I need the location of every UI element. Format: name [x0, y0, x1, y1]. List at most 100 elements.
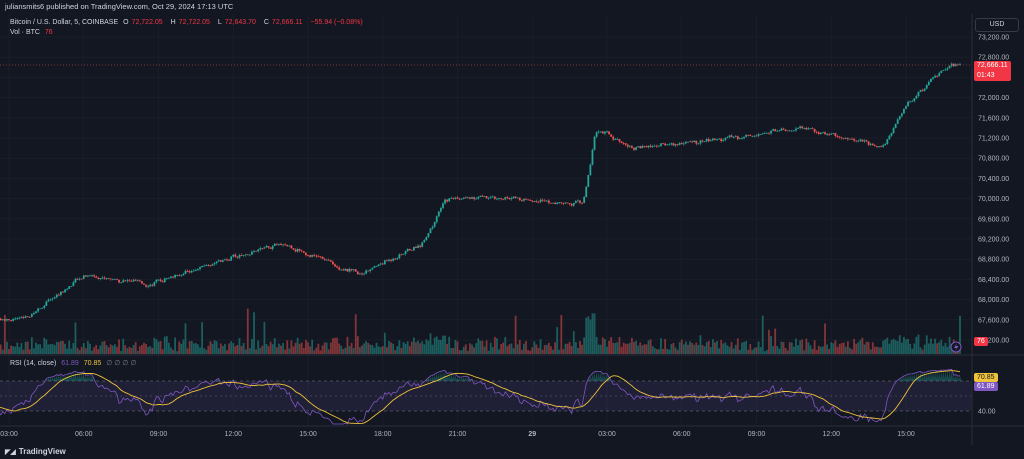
candle-body	[799, 126, 802, 129]
volume-bar	[172, 349, 174, 354]
volume-bar	[213, 340, 216, 354]
candle-body	[664, 143, 667, 146]
candle-body	[880, 146, 882, 147]
header-bar: juliansmits6 published on TradingView.co…	[0, 0, 1024, 14]
volume-bar	[140, 344, 143, 354]
bar-countdown: 01:43	[977, 72, 995, 79]
candle-body	[747, 134, 750, 136]
volume-bar	[747, 349, 750, 354]
volume-bar	[842, 342, 845, 354]
volume-bar	[95, 344, 98, 354]
volume-bar	[658, 349, 660, 354]
candle-body	[103, 277, 106, 279]
volume-bar	[660, 338, 662, 354]
volume-bar	[153, 337, 156, 354]
candle-body	[37, 308, 39, 312]
candle-body	[869, 143, 872, 145]
candle-body	[510, 198, 513, 200]
candle-body	[354, 269, 357, 272]
volume-bar	[491, 347, 494, 354]
candle-body	[716, 139, 718, 141]
candle-body	[226, 259, 228, 261]
candlesticks[interactable]	[0, 62, 961, 323]
volume-bar	[946, 346, 949, 354]
candle-body	[736, 136, 739, 140]
rsi-label[interactable]: RSI (14, close)	[10, 360, 57, 367]
candle-body	[321, 256, 324, 259]
candle-body	[894, 123, 897, 129]
volume-bar	[151, 347, 154, 354]
time-axis[interactable]: 03:00 06:00 09:00 12:00 15:00 18:00 21:00 29 03:…	[0, 431, 915, 438]
volume-bar	[412, 337, 415, 354]
volume-bar	[217, 348, 220, 354]
volume-bar	[711, 339, 714, 354]
lightning-icon[interactable]	[950, 341, 962, 353]
volume-label[interactable]: Vol · BTC	[10, 29, 40, 36]
volume-bar	[392, 343, 395, 354]
price-tick-label: 71,200.00	[978, 136, 1009, 143]
volume-bar	[653, 348, 656, 354]
candle-body	[672, 143, 675, 146]
volume-bar	[734, 344, 737, 354]
candle-body	[574, 201, 577, 203]
candle-body	[776, 130, 779, 132]
volume-bar	[805, 338, 808, 354]
candle-body	[871, 143, 874, 146]
candle-body	[136, 280, 139, 282]
volume-bar	[230, 341, 233, 354]
candle-body	[691, 141, 694, 143]
volume-value: 76	[44, 29, 53, 36]
candle-body	[753, 135, 756, 137]
candle-body	[159, 279, 162, 282]
candle-body	[695, 140, 698, 144]
volume-bar	[8, 349, 10, 354]
volume-bar	[525, 341, 527, 354]
symbol-name[interactable]: Bitcoin / U.S. Dollar, 5, COINBASE	[10, 19, 119, 26]
volume-bar	[788, 342, 791, 354]
candle-body	[738, 138, 741, 140]
candle-body	[282, 244, 284, 246]
candle-body	[566, 202, 569, 204]
chart-area[interactable]: 73,200.0072,800.0072,400.0072,000.0071,6…	[0, 14, 1024, 445]
candle-body	[367, 270, 370, 272]
volume-bar	[16, 342, 19, 354]
volume-bar	[716, 341, 718, 354]
volume-bar	[940, 339, 943, 354]
price-tick-label: 72,000.00	[978, 95, 1009, 102]
candle-body	[286, 244, 289, 247]
volume-bar	[913, 343, 916, 354]
candle-body	[325, 259, 328, 261]
candle-body	[176, 274, 179, 276]
volume-bar	[635, 340, 637, 354]
volume-bar	[336, 337, 338, 354]
price-tick-label: 70,000.00	[978, 196, 1009, 203]
volume-bar	[714, 342, 716, 354]
tradingview-logo[interactable]: ◤◢ TradingView	[5, 447, 66, 456]
currency-button[interactable]: USD	[975, 18, 1019, 32]
symbol-legend: Bitcoin / U.S. Dollar, 5, COINBASE O 72,7…	[10, 19, 366, 26]
candle-body	[558, 202, 561, 204]
candle-body	[670, 143, 673, 145]
volume-bar	[765, 350, 768, 354]
candle-body	[959, 64, 961, 66]
volume-bar	[62, 340, 64, 354]
candle-body	[91, 275, 93, 277]
volume-bar	[101, 341, 104, 354]
candle-body	[452, 197, 455, 199]
candle-body	[361, 273, 363, 275]
volume-bars	[0, 308, 961, 354]
volume-bar	[78, 350, 81, 354]
candle-body	[280, 243, 282, 246]
volume-bar	[547, 342, 550, 354]
candle-body	[585, 186, 588, 198]
candle-body	[653, 145, 656, 147]
candle-body	[261, 248, 264, 249]
volume-bar	[122, 338, 125, 354]
volume-bar	[853, 338, 855, 354]
rsi-line	[0, 368, 961, 425]
candle-body	[541, 199, 544, 201]
candle-body	[556, 202, 559, 205]
candle-body	[388, 259, 390, 261]
candle-body	[450, 197, 453, 199]
candle-body	[211, 264, 214, 266]
